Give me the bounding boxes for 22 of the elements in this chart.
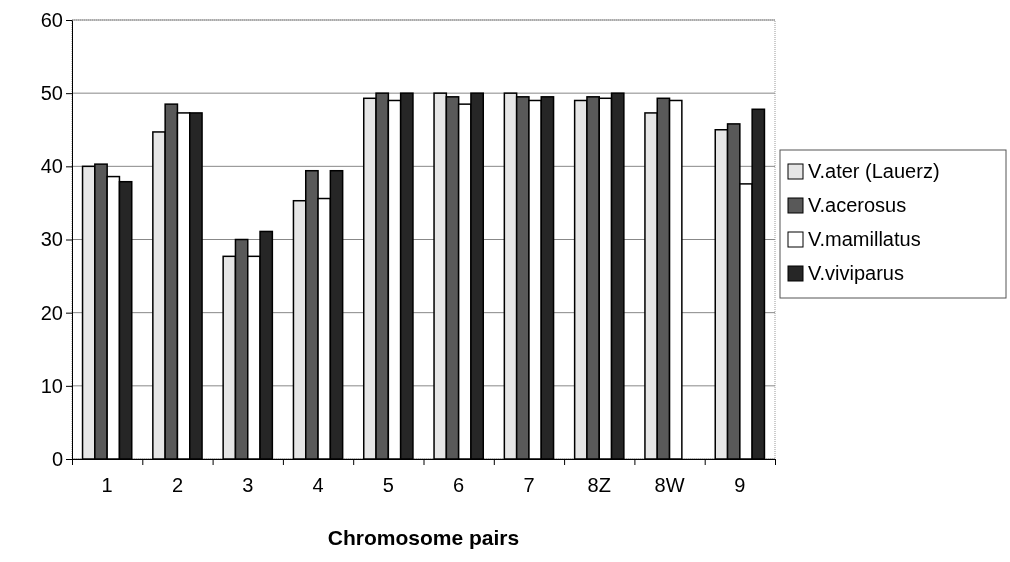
y-tick-label: 10 [40, 374, 63, 397]
x-axis-title: Chromosome pairs [327, 526, 520, 549]
y-tick-label: 50 [40, 82, 63, 105]
x-tick-label: 8W [654, 474, 685, 496]
x-tick-label: 2 [171, 474, 184, 496]
legend-label: V.mamillatus [808, 228, 921, 250]
x-tick-label: 7 [523, 474, 535, 496]
y-tick-label: 0 [51, 447, 63, 470]
legend-label: V.acerosus [808, 194, 907, 216]
y-tick-label: 20 [40, 301, 63, 324]
x-tick-label: 4 [312, 474, 324, 496]
y-tick-label: 60 [40, 8, 63, 31]
y-tick-label: 30 [40, 228, 63, 251]
x-tick-label: 3 [242, 474, 254, 496]
x-tick-label: 1 [101, 474, 113, 496]
x-tick-label: 6 [453, 474, 465, 496]
y-tick-label: 40 [40, 155, 63, 178]
legend-label: V.viviparus [808, 262, 904, 284]
x-tick-label: 8Z [587, 474, 611, 496]
x-tick-label: 9 [734, 474, 746, 496]
x-tick-label: 5 [382, 474, 394, 496]
legend-label: V.ater (Lauerz) [808, 160, 940, 182]
